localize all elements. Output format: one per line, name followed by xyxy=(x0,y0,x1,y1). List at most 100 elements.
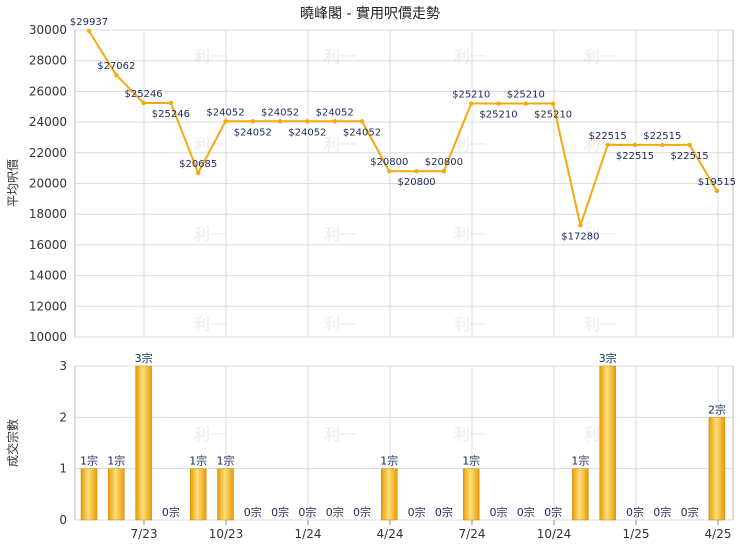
price-data-label: $24052 xyxy=(234,127,272,138)
price-data-label: $25246 xyxy=(152,109,190,120)
line-chart-y-tick-label: 12000 xyxy=(29,299,67,313)
price-point xyxy=(441,169,447,174)
x-tick-label: 1/24 xyxy=(295,527,322,541)
volume-bar-label: 0宗 xyxy=(353,505,371,519)
volume-bar xyxy=(217,468,234,521)
axes-layer: 10000 12000 14000 16000 18000 20000 22000 24000… xyxy=(29,23,732,541)
x-tick-label: 4/25 xyxy=(705,527,732,541)
price-point xyxy=(305,119,310,124)
watermark-text: 利一 xyxy=(194,47,226,66)
price-point xyxy=(359,119,365,124)
volume-bar-label: 1宗 xyxy=(380,454,398,468)
volume-bar-label: 0宗 xyxy=(435,505,453,519)
line-chart-y-tick-label: 30000 xyxy=(29,23,67,37)
price-point xyxy=(277,119,283,124)
price-data-label: $24052 xyxy=(261,107,299,118)
volume-bar xyxy=(381,468,398,521)
price-data-label: $24052 xyxy=(343,127,381,138)
watermark-text: 利一 xyxy=(454,225,486,244)
line-chart-y-tick-label: 16000 xyxy=(29,238,67,252)
volume-bar-label: 0宗 xyxy=(326,505,344,519)
watermark-text: 利一 xyxy=(194,315,226,334)
price-point xyxy=(387,169,392,174)
price-data-label: $24052 xyxy=(288,127,326,138)
watermark-text: 利一 xyxy=(584,225,616,244)
price-data-label: $20800 xyxy=(398,177,436,188)
bar-series xyxy=(80,365,726,521)
price-data-label: $27062 xyxy=(97,61,135,72)
watermark-text: 利一 xyxy=(454,47,486,66)
price-point xyxy=(550,101,556,106)
watermark-text: 利一 xyxy=(194,135,226,154)
volume-bar xyxy=(80,468,98,521)
price-point xyxy=(250,119,255,124)
volume-bar xyxy=(135,365,152,521)
line-chart-y-tick-label: 28000 xyxy=(29,54,67,68)
price-data-label: $20800 xyxy=(370,157,408,168)
watermark-layer: 利一利一利一利一利一利一利一利一利一利一利一利一利一利一利一利一利一利一利一利一 xyxy=(194,47,616,444)
data-labels: 1宗 1宗 3宗 0宗 1宗 1宗 0宗 0宗 0宗 0宗 0宗 1宗 0宗 0宗 1宗 0宗 0宗 0宗 1宗 3宗… xyxy=(70,17,736,519)
price-point xyxy=(523,101,528,106)
watermark-text: 利一 xyxy=(194,225,226,244)
volume-bar-label: 0宗 xyxy=(544,505,562,519)
price-point xyxy=(332,119,337,124)
price-data-label: $24052 xyxy=(316,107,354,118)
x-tick-label: 7/24 xyxy=(459,527,486,541)
watermark-text: 利一 xyxy=(454,315,486,334)
price-data-label: $20685 xyxy=(179,159,217,170)
line-chart-y-tick-label: 22000 xyxy=(29,146,67,160)
price-point xyxy=(605,142,610,148)
watermark-text: 利一 xyxy=(454,425,486,444)
watermark-text: 利一 xyxy=(584,315,616,334)
price-point xyxy=(168,100,174,106)
volume-bar xyxy=(108,468,125,521)
price-point xyxy=(196,170,201,176)
volume-bar-label: 0宗 xyxy=(681,505,699,519)
line-chart-y-tick-label: 20000 xyxy=(29,177,67,191)
bar-chart-y-tick-label: 0 xyxy=(59,513,67,527)
line-chart-y-tick-label: 10000 xyxy=(29,330,67,344)
price-line xyxy=(88,30,718,227)
price-data-label: $25210 xyxy=(452,90,490,101)
volume-bar-label: 0宗 xyxy=(626,505,644,519)
price-data-label: $20800 xyxy=(425,157,463,168)
volume-bar xyxy=(708,417,726,521)
volume-bar-label: 0宗 xyxy=(653,505,671,519)
bar-chart-y-axis-label: 成交宗數 xyxy=(5,419,20,467)
line-series xyxy=(86,28,720,228)
volume-bar xyxy=(572,468,589,521)
price-point xyxy=(632,142,638,148)
price-point xyxy=(86,28,92,34)
watermark-text: 利一 xyxy=(324,135,356,154)
volume-bar-label: 1宗 xyxy=(107,454,125,468)
bar-plot-area xyxy=(74,365,734,521)
price-data-label: $22515 xyxy=(589,131,627,142)
price-data-label: $25210 xyxy=(534,110,572,121)
price-point xyxy=(578,223,583,228)
watermark-text: 利一 xyxy=(194,425,226,444)
grid-layer xyxy=(74,29,734,521)
volume-bar-label: 2宗 xyxy=(708,402,726,416)
price-data-label: $22515 xyxy=(671,151,709,162)
chart-title: 曉峰閣 - 實用呎價走勢 xyxy=(300,5,440,22)
line-chart-y-tick-label: 26000 xyxy=(29,84,67,98)
volume-bar-label: 0宗 xyxy=(271,505,289,519)
volume-bar-label: 1宗 xyxy=(462,454,480,468)
watermark-text: 利一 xyxy=(454,135,486,154)
price-point xyxy=(414,169,419,174)
price-data-label: $19515 xyxy=(698,177,736,188)
price-data-label: $22515 xyxy=(643,131,681,142)
volume-bar-label: 1宗 xyxy=(217,454,235,468)
x-tick-label: 7/23 xyxy=(131,527,158,541)
volume-bar xyxy=(599,365,616,521)
volume-bar-label: 3宗 xyxy=(599,351,617,365)
volume-bar-label: 0宗 xyxy=(244,505,262,519)
volume-bar-label: 0宗 xyxy=(298,505,316,519)
line-chart-y-tick-label: 14000 xyxy=(29,269,67,283)
watermark-text: 利一 xyxy=(584,135,616,154)
x-tick-label: 4/24 xyxy=(377,527,404,541)
price-point xyxy=(141,100,146,106)
price-point xyxy=(223,119,228,124)
volume-bar xyxy=(189,468,207,521)
